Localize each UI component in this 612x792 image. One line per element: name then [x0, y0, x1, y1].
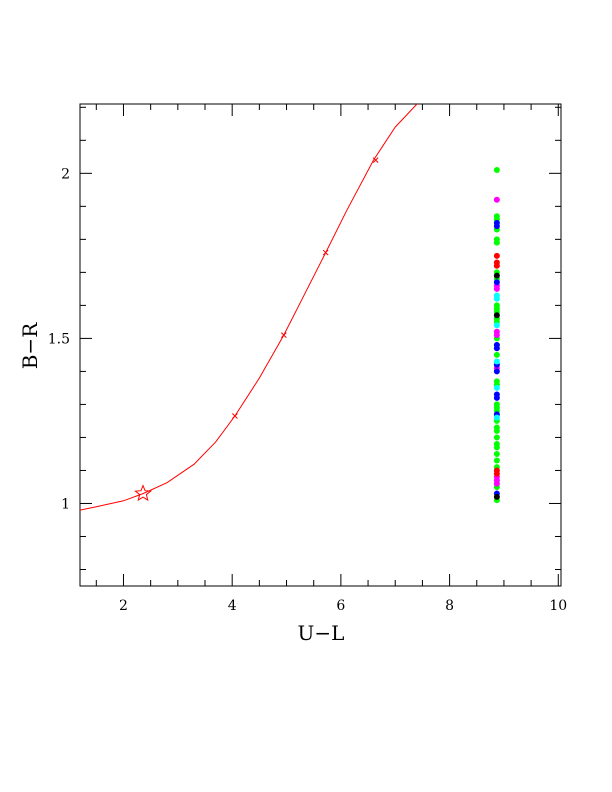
axis-ticks	[80, 104, 561, 586]
data-point	[493, 345, 500, 352]
data-point	[493, 351, 500, 358]
y-axis-label: B−R	[18, 322, 42, 369]
data-point	[493, 358, 500, 365]
data-point	[493, 295, 500, 302]
data-point	[493, 262, 500, 269]
data-point	[493, 368, 500, 375]
data-point	[493, 384, 500, 391]
data-point	[493, 434, 500, 441]
x-tick-label: 6	[336, 598, 345, 614]
data-point	[493, 312, 500, 319]
data-point	[493, 239, 500, 246]
data-point	[493, 272, 500, 279]
data-points-layer	[493, 167, 500, 504]
model-curve-layer	[80, 104, 418, 511]
data-point	[493, 394, 500, 401]
data-point	[493, 427, 500, 434]
data-point	[493, 279, 500, 286]
data-point	[493, 196, 500, 203]
data-point	[493, 252, 500, 259]
data-point	[493, 444, 500, 451]
x-axis-label: U−L	[298, 621, 345, 645]
curve-tick-mark	[280, 332, 287, 338]
data-point	[493, 285, 500, 292]
data-point	[493, 414, 500, 421]
x-tick-label: 2	[119, 598, 128, 614]
curve-tick-mark	[232, 413, 238, 419]
data-point	[493, 322, 500, 329]
data-point	[493, 457, 500, 464]
data-point	[493, 332, 500, 339]
x-tick-label: 8	[445, 598, 454, 614]
x-tick-label: 4	[228, 598, 237, 614]
x-tick-label: 10	[549, 598, 567, 614]
data-point	[493, 480, 500, 487]
y-tick-label: 1.5	[48, 331, 70, 347]
plot-border	[79, 103, 562, 587]
model-curve	[80, 104, 418, 511]
data-point	[493, 167, 500, 174]
data-point	[493, 223, 500, 230]
y-tick-label: 2	[61, 166, 70, 182]
plot-frame	[79, 103, 562, 587]
curve-tick-mark	[322, 249, 329, 256]
star-marker	[134, 484, 152, 502]
data-point	[493, 470, 500, 477]
tick-labels: 2 4 6 8 10 1 1.5 2	[48, 166, 567, 614]
curve-tick-mark	[372, 157, 379, 163]
data-point	[493, 493, 500, 500]
y-tick-label: 1	[61, 496, 70, 512]
data-point	[493, 450, 500, 457]
